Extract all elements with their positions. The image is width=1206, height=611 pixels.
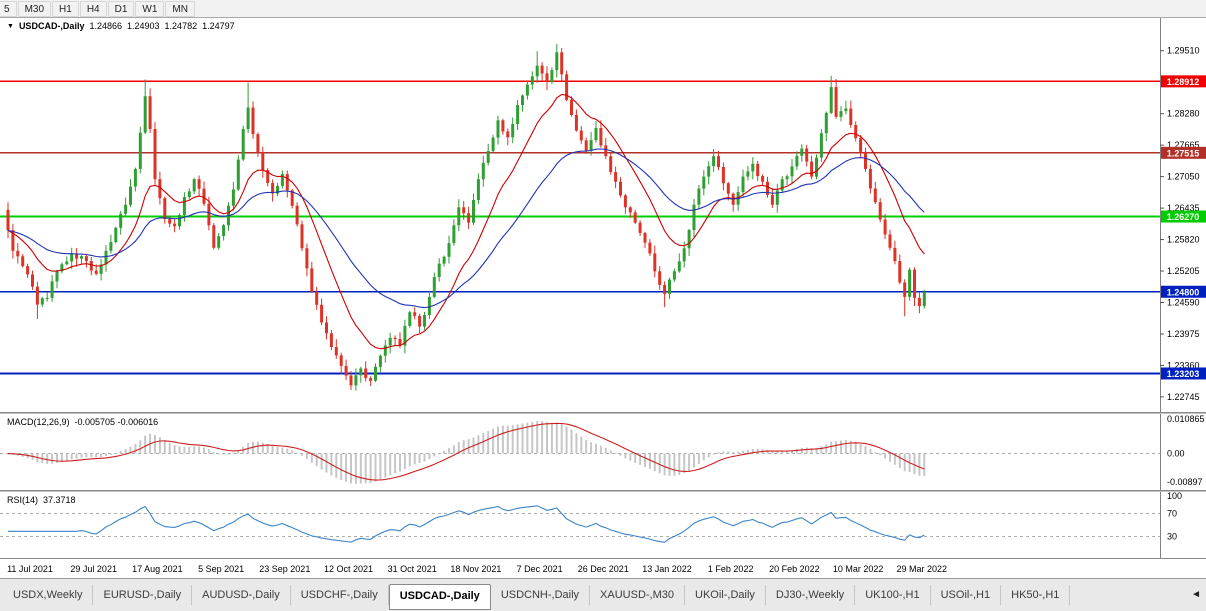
chart-tab-ukoil-daily[interactable]: UKOil-,Daily (685, 585, 766, 605)
rsi-canvas[interactable]: 100 70 30 (0, 492, 1206, 558)
chart-tab-usdcad-daily[interactable]: USDCAD-,Daily (388, 584, 491, 610)
date-label: 12 Oct 2021 (323, 564, 374, 574)
chart-tab-hk50-h1[interactable]: HK50-,H1 (1001, 585, 1071, 605)
macd-label: MACD(12,26,9) -0.005705 -0.006016 (7, 417, 158, 427)
chart-symbol-label: USDCAD-,Daily (18, 21, 85, 31)
timeframe-button-h4[interactable]: H4 (79, 0, 107, 17)
pane-splitter[interactable] (0, 490, 1206, 492)
chart-tab-usdx-weekly[interactable]: USDX,Weekly (3, 585, 94, 605)
date-label: 31 Oct 2021 (387, 564, 437, 574)
date-label: 18 Nov 2021 (450, 564, 502, 574)
date-label: 5 Sep 2021 (198, 564, 245, 574)
svg-text:100: 100 (1167, 492, 1182, 501)
date-label: 20 Feb 2022 (769, 564, 820, 574)
svg-text:1.25820: 1.25820 (1167, 235, 1200, 245)
svg-text:1.23360: 1.23360 (1167, 360, 1200, 370)
svg-text:1.26270: 1.26270 (1167, 212, 1200, 222)
chart-tab-usdchf-daily[interactable]: USDCHF-,Daily (291, 585, 389, 605)
timeframe-button-h1[interactable]: H1 (52, 0, 79, 17)
chart-tab-uk100-h1[interactable]: UK100-,H1 (855, 585, 931, 605)
ohlc-low: 1.24782 (164, 21, 198, 31)
chart-tab-usdcnh-daily[interactable]: USDCNH-,Daily (491, 585, 591, 605)
svg-text:1.24800: 1.24800 (1167, 287, 1200, 297)
ohlc-open: 1.24866 (89, 21, 122, 31)
macd-canvas[interactable]: 0.010865 0.00 -0.00897 (0, 414, 1206, 490)
svg-text:1.25205: 1.25205 (1167, 266, 1200, 276)
timeframe-button-m30[interactable]: M30 (17, 0, 52, 17)
tab-scroll-left-icon[interactable]: ◄ (1189, 589, 1203, 600)
svg-text:0.00: 0.00 (1167, 449, 1185, 459)
rsi-pane[interactable]: RSI(14) 37.3718 100 70 30 (0, 492, 1206, 558)
date-label: 29 Jul 2021 (70, 564, 117, 574)
time-axis: 11 Jul 2021 29 Jul 2021 17 Aug 2021 5 Sep 2… (0, 558, 1206, 578)
ohlc-close: 1.24797 (202, 21, 235, 31)
svg-text:1.24590: 1.24590 (1167, 297, 1200, 307)
chart-tab-eurusd-daily[interactable]: EURUSD-,Daily (93, 585, 193, 605)
svg-text:1.23203: 1.23203 (1167, 369, 1200, 379)
svg-text:1.27665: 1.27665 (1167, 140, 1200, 150)
date-label: 29 Mar 2022 (896, 564, 948, 574)
date-label: 13 Jan 2022 (642, 564, 692, 574)
macd-name: MACD(12,26,9) (7, 417, 70, 427)
chart-header: ▼ USDCAD-,Daily 1.24866 1.24903 1.24782 … (7, 21, 235, 31)
rsi-value: 37.3718 (43, 495, 76, 505)
ohlc-high: 1.24903 (127, 21, 160, 31)
chart-tab-audusd-daily[interactable]: AUDUSD-,Daily (192, 585, 291, 605)
chart-tab-bar: USDX,Weekly EURUSD-,Daily AUDUSD-,Daily USD… (0, 578, 1206, 611)
svg-text:1.28912: 1.28912 (1167, 77, 1200, 87)
svg-text:1.22745: 1.22745 (1167, 392, 1200, 402)
date-label: 23 Sep 2021 (259, 564, 311, 574)
date-label: 1 Feb 2022 (707, 564, 754, 574)
svg-text:30: 30 (1167, 532, 1177, 542)
svg-text:1.27515: 1.27515 (1167, 148, 1200, 158)
macd-pane[interactable]: MACD(12,26,9) -0.005705 -0.006016 0.0108… (0, 414, 1206, 490)
date-label: 7 Dec 2021 (516, 564, 563, 574)
timeframe-button-mn[interactable]: MN (165, 0, 195, 17)
price-chart-canvas[interactable]: 1.295101.288951.282801.276651.270501.264… (0, 18, 1206, 412)
svg-text:1.29510: 1.29510 (1167, 46, 1200, 56)
timeframe-button-d1[interactable]: D1 (107, 0, 135, 17)
symbol-dropdown-icon[interactable]: ▼ (7, 23, 14, 30)
date-label: 10 Mar 2022 (832, 564, 884, 574)
price-chart-pane[interactable]: ▼ USDCAD-,Daily 1.24866 1.24903 1.24782 … (0, 18, 1206, 412)
date-label: 11 Jul 2021 (7, 564, 53, 574)
macd-values: -0.005705 -0.006016 (74, 417, 159, 427)
svg-text:1.28280: 1.28280 (1167, 109, 1200, 119)
timeframe-button-w1[interactable]: W1 (135, 0, 165, 17)
chart-tab-xauusd-m30[interactable]: XAUUSD-,M30 (590, 585, 686, 605)
svg-text:70: 70 (1167, 508, 1177, 518)
timeframe-button-5[interactable]: 5 (0, 0, 17, 17)
date-label: 17 Aug 2021 (132, 564, 183, 574)
chart-tab-dj30-weekly[interactable]: DJ30-,Weekly (766, 585, 856, 605)
svg-text:1.26435: 1.26435 (1167, 203, 1200, 213)
date-label: 26 Dec 2021 (577, 564, 629, 574)
chart-tab-usoil-h1[interactable]: USOil-,H1 (931, 585, 1002, 605)
rsi-name: RSI(14) (7, 495, 39, 505)
pane-splitter[interactable] (0, 412, 1206, 414)
rsi-label: RSI(14) 37.3718 (7, 495, 76, 505)
svg-text:1.27050: 1.27050 (1167, 172, 1200, 182)
svg-text:0.010865: 0.010865 (1167, 414, 1205, 424)
svg-text:1.23975: 1.23975 (1167, 329, 1200, 339)
timeframe-toolbar: 5 M30 H1 H4 D1 W1 MN (0, 0, 1206, 18)
svg-text:-0.00897: -0.00897 (1167, 477, 1203, 487)
